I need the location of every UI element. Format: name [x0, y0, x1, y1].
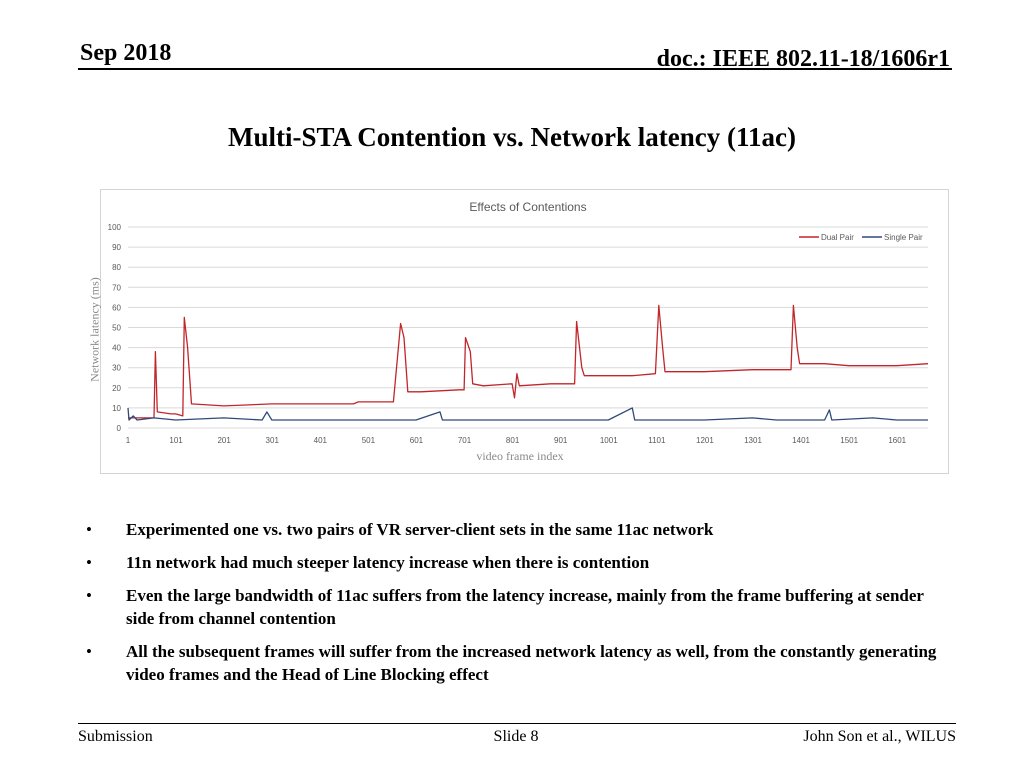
- bullet-dot: •: [86, 642, 92, 661]
- x-tick-label: 501: [362, 436, 376, 445]
- y-tick-label: 60: [112, 303, 121, 312]
- x-tick-label: 401: [314, 436, 328, 445]
- x-tick-label: 701: [458, 436, 472, 445]
- x-tick-label: 1501: [840, 436, 858, 445]
- footer-rule: [78, 723, 956, 724]
- x-tick-label: 1201: [696, 436, 714, 445]
- chart-y-axis-label: Network latency (ms): [87, 277, 102, 382]
- bullet-item: • 11n network had much steeper latency in…: [86, 551, 946, 574]
- x-tick-label: 1401: [792, 436, 810, 445]
- y-tick-label: 0: [117, 424, 122, 433]
- series-line-dual-pair: [128, 304, 929, 419]
- x-tick-label: 901: [554, 436, 568, 445]
- y-tick-label: 10: [112, 404, 121, 413]
- header-doc-id: doc.: IEEE 802.11-18/1606r1: [656, 46, 950, 72]
- y-tick-label: 30: [112, 364, 121, 373]
- y-tick-label: 80: [112, 263, 121, 272]
- x-tick-label: 101: [169, 436, 183, 445]
- chart-x-axis-label: video frame index: [476, 449, 564, 463]
- bullet-text: All the subsequent frames will suffer fr…: [126, 642, 937, 684]
- bullet-text: 11n network had much steeper latency inc…: [126, 553, 650, 572]
- footer-slide-number: Slide 8: [493, 728, 539, 745]
- x-tick-label: 301: [266, 436, 280, 445]
- bullet-item: • Experimented one vs. two pairs of VR se…: [86, 518, 946, 541]
- x-tick-label: 1301: [744, 436, 762, 445]
- bullet-dot: •: [86, 520, 92, 539]
- bullet-text: Even the large bandwidth of 11ac suffers…: [126, 586, 924, 628]
- legend-label: Dual Pair: [821, 233, 854, 242]
- x-tick-label: 1: [126, 436, 131, 445]
- x-tick-label: 601: [410, 436, 424, 445]
- y-tick-label: 90: [112, 243, 121, 252]
- x-tick-label: 1101: [648, 436, 666, 445]
- x-tick-label: 1601: [888, 436, 906, 445]
- bullet-list: • Experimented one vs. two pairs of VR se…: [86, 518, 946, 696]
- x-tick-label: 201: [217, 436, 231, 445]
- bullet-dot: •: [86, 553, 92, 572]
- latency-chart: Effects of Contentions 0 10 20 30 40 50 60 70 80 9…: [108, 200, 929, 445]
- footer-submission: Submission: [78, 728, 153, 745]
- bullet-text: Experimented one vs. two pairs of VR ser…: [126, 520, 714, 539]
- series-line-single-pair: [127, 407, 928, 421]
- header-date: Sep 2018: [80, 40, 172, 66]
- bullet-dot: •: [86, 586, 92, 605]
- header-rule: [78, 68, 952, 70]
- legend-label: Single Pair: [884, 233, 923, 242]
- bullet-item: • All the subsequent frames will suffer f…: [86, 640, 946, 686]
- y-tick-label: 100: [108, 223, 122, 232]
- x-tick-label: 801: [506, 436, 520, 445]
- y-tick-label: 20: [112, 384, 121, 393]
- bullet-item: • Even the large bandwidth of 11ac suffer…: [86, 584, 946, 630]
- slide-title: Multi-STA Contention vs. Network latency…: [228, 122, 796, 152]
- footer-author: John Son et al., WILUS: [803, 728, 956, 745]
- chart-container: Effects of Contentions 0 10 20 30 40 50 60 70 80 9…: [100, 189, 949, 474]
- x-tick-label: 1001: [600, 436, 618, 445]
- y-tick-label: 40: [112, 344, 121, 353]
- y-tick-label: 50: [112, 324, 121, 333]
- chart-title: Effects of Contentions: [469, 200, 586, 214]
- y-tick-label: 70: [112, 283, 121, 292]
